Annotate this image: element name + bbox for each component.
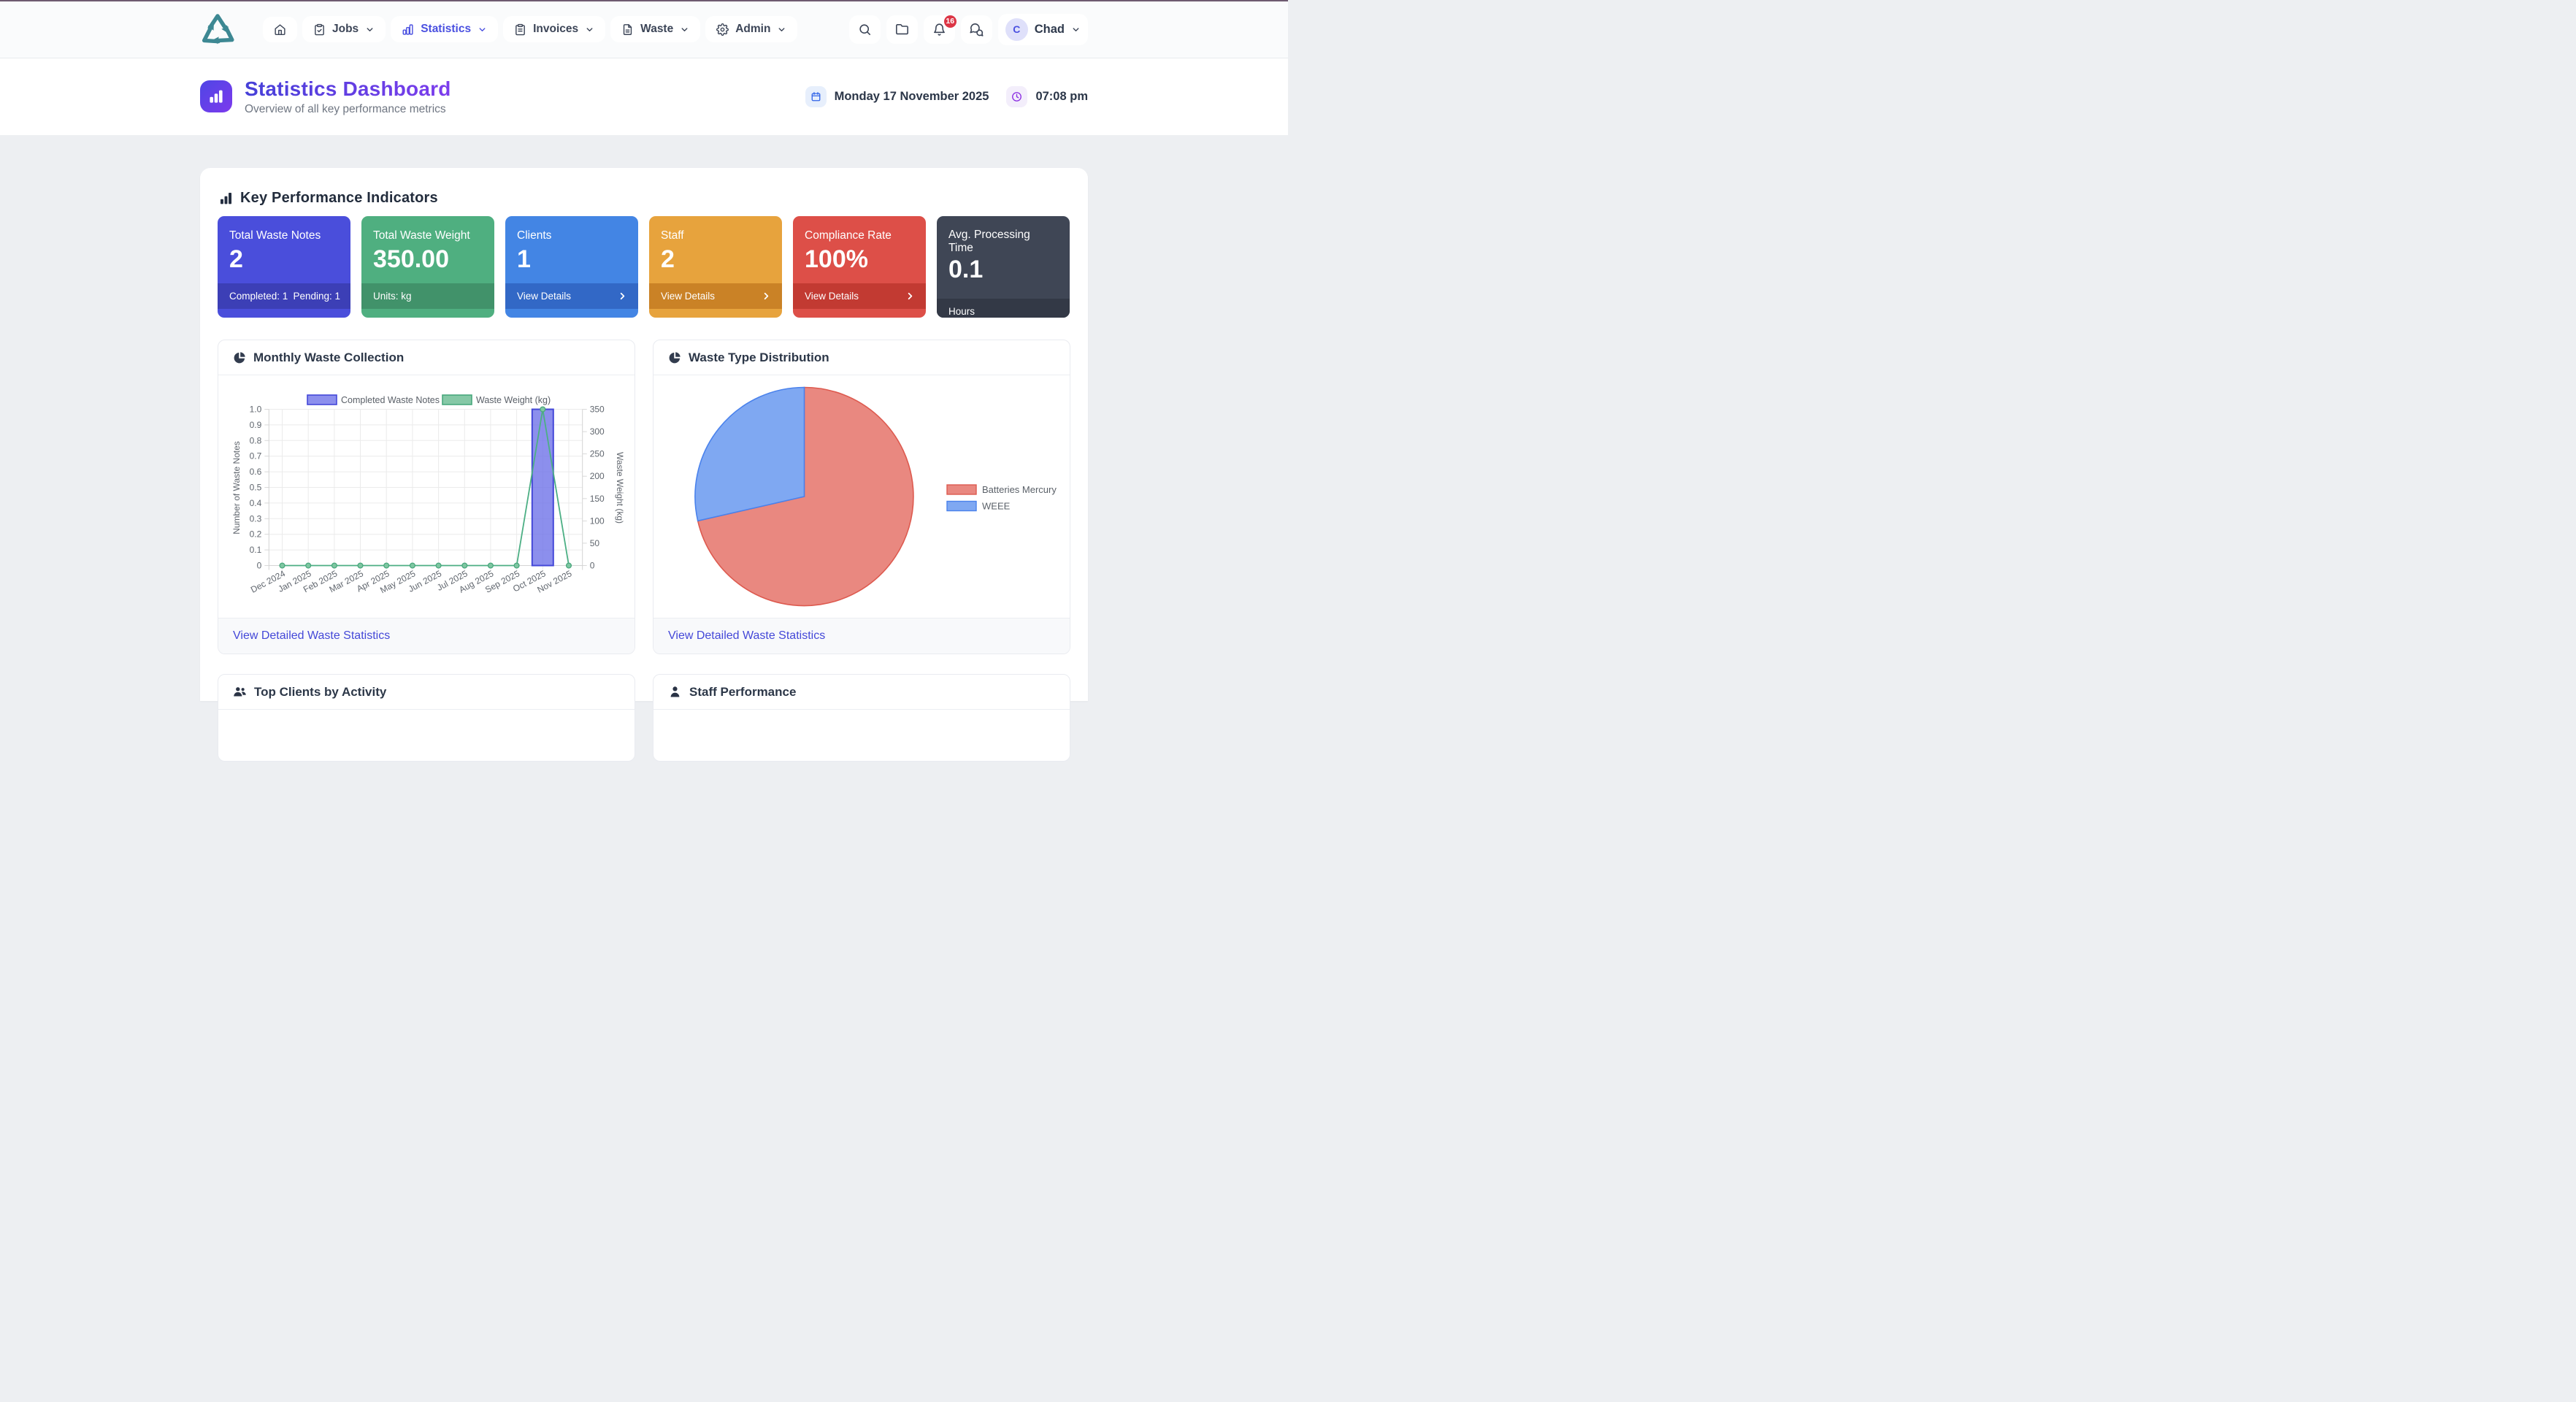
svg-text:50: 50 [590, 538, 600, 548]
svg-text:300: 300 [590, 426, 605, 437]
svg-text:0: 0 [590, 561, 595, 571]
svg-text:0.4: 0.4 [250, 498, 262, 508]
svg-text:0.1: 0.1 [250, 545, 262, 555]
svg-text:0.6: 0.6 [250, 467, 262, 477]
svg-text:0.3: 0.3 [250, 513, 262, 524]
svg-text:1.0: 1.0 [250, 405, 262, 415]
svg-text:200: 200 [590, 471, 605, 481]
svg-text:0.2: 0.2 [250, 529, 262, 540]
svg-text:Number of Waste Notes: Number of Waste Notes [231, 441, 242, 535]
svg-text:Completed Waste Notes: Completed Waste Notes [341, 395, 440, 405]
svg-text:Waste Weight (kg): Waste Weight (kg) [476, 395, 551, 405]
svg-text:WEEE: WEEE [982, 501, 1011, 512]
svg-text:Batteries Mercury: Batteries Mercury [982, 484, 1057, 495]
svg-text:Waste Weight (kg): Waste Weight (kg) [615, 452, 625, 524]
svg-text:100: 100 [590, 516, 605, 526]
svg-text:0.8: 0.8 [250, 435, 262, 445]
svg-text:0.9: 0.9 [250, 420, 262, 430]
svg-text:350: 350 [590, 405, 605, 415]
svg-text:250: 250 [590, 449, 605, 459]
svg-text:150: 150 [590, 494, 605, 504]
svg-text:0: 0 [257, 561, 262, 571]
svg-text:0.7: 0.7 [250, 451, 262, 461]
svg-text:0.5: 0.5 [250, 483, 262, 493]
